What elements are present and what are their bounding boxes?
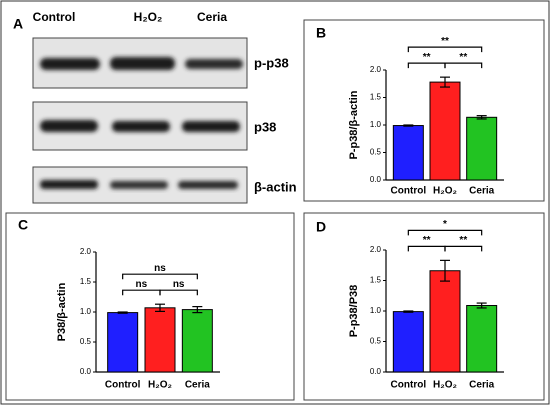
bar [429,81,461,181]
error-bar [403,310,414,313]
bar [107,312,139,373]
panel-label: B [316,25,326,41]
x-tick-label: H₂O₂ [433,380,457,391]
bar [392,311,424,373]
y-tick-label: 0.5 [80,337,92,346]
significance-bracket [159,289,198,296]
significance-label: ** [441,36,449,47]
error-bar [476,302,487,309]
y-tick-label: 1.0 [80,307,92,316]
bar [392,125,424,181]
lane-label: Ceria [197,10,227,24]
y-axis-label: P-p38/β-actin [348,90,360,159]
y-tick-label: 0.0 [370,367,382,376]
blot-row-label: β-actin [254,179,297,194]
y-tick-label: 0.0 [80,367,92,376]
significance-bracket [407,229,483,236]
y-axis-label: P-p38/P38 [348,285,360,338]
significance-label: ** [423,52,431,63]
significance-label: ** [459,235,467,246]
error-bar [440,259,450,282]
bar [466,305,498,373]
x-tick-label: Control [391,380,427,391]
y-tick-label: 2.0 [370,245,382,254]
error-bar [476,115,487,120]
y-tick-label: 1.5 [80,277,92,286]
significance-label: ** [423,235,431,246]
x-tick-label: Control [105,380,141,391]
blot-row-label: p-p38 [254,55,289,70]
panel-label: D [316,219,326,235]
panel-frame [303,212,545,401]
error-bar [117,311,128,314]
x-tick-label: Control [391,186,427,197]
y-tick-label: 1.0 [370,120,382,129]
x-tick-label: Ceria [185,380,210,391]
x-tick-label: Ceria [469,186,494,197]
panel-frame [5,212,295,401]
error-bar [403,124,414,127]
y-tick-label: 0.5 [370,148,382,157]
significance-label: * [443,219,447,230]
x-tick-label: H₂O₂ [148,380,172,391]
y-axis-label: P38/β-actin [56,282,68,341]
blot [32,37,248,204]
y-tick-label: 2.0 [80,247,92,256]
significance-label: ns [154,263,166,274]
bar [144,307,176,373]
blot-row-label: p38 [254,119,276,134]
x-tick-label: Ceria [469,380,494,391]
bar [429,270,461,373]
significance-bracket [444,245,483,252]
bar [466,116,498,181]
error-bar [440,76,450,88]
error-bar [192,306,203,314]
significance-bracket [122,273,198,280]
y-tick-label: 2.0 [370,65,382,74]
y-tick-label: 1.5 [370,276,382,285]
panel-label: A [13,16,23,32]
significance-label: ns [173,279,185,290]
lane-label: Control [33,10,76,24]
panel-label: C [18,217,28,233]
panel-frame [303,19,545,202]
x-tick-label: H₂O₂ [433,186,457,197]
error-bar [155,303,165,312]
y-tick-label: 1.0 [370,306,382,315]
lane-label: H₂O₂ [134,10,163,24]
y-tick-label: 0.5 [370,337,382,346]
significance-bracket [407,46,483,53]
significance-bracket [444,62,483,69]
significance-label: ns [135,279,147,290]
bar [181,309,213,373]
y-tick-label: 0.0 [370,175,382,184]
y-tick-label: 1.5 [370,93,382,102]
significance-label: ** [459,52,467,63]
